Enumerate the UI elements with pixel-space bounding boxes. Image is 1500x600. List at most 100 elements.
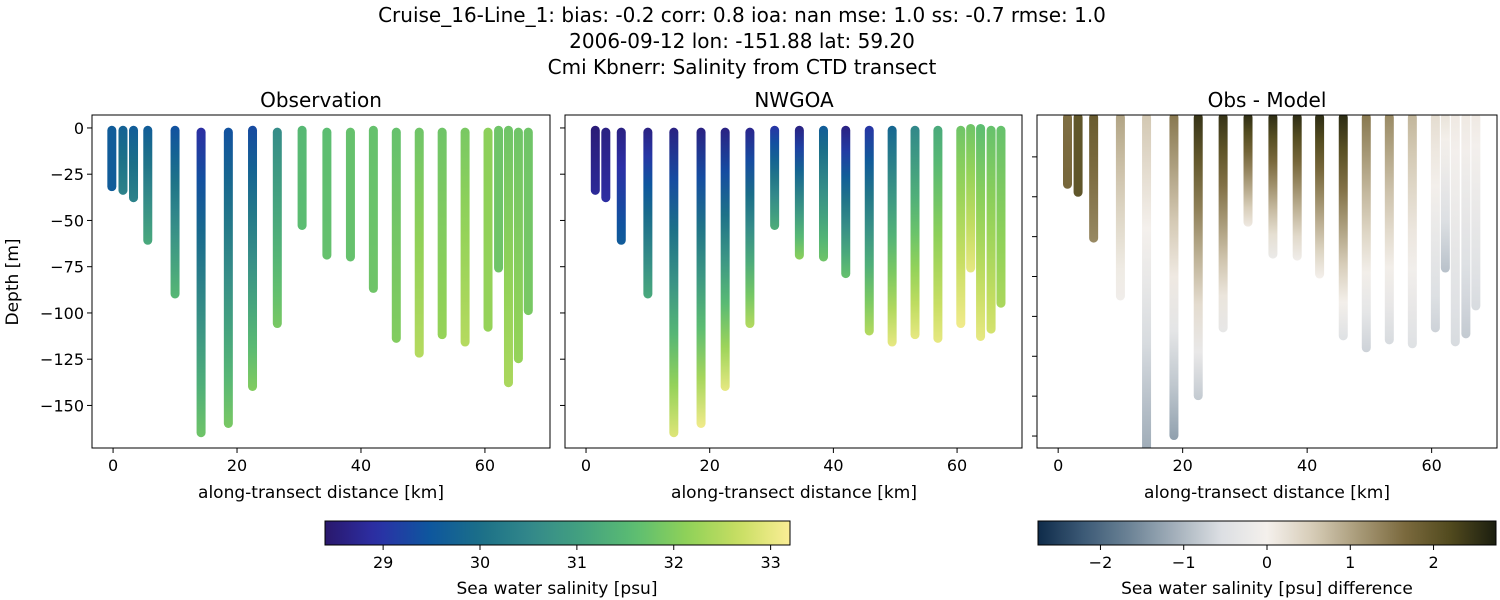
profile-8: [1243, 115, 1253, 227]
x-tick-label: 60: [475, 456, 495, 475]
profile-9: [794, 125, 804, 260]
y-tick-label: −150: [40, 396, 84, 415]
colorbar-label-difference: Sea water salinity [psu] difference: [1121, 579, 1413, 599]
colorbar-tick-label: 32: [664, 553, 684, 572]
colorbar-tick-label: 0: [1262, 553, 1272, 572]
colorbar-tick-label: 1: [1345, 553, 1355, 572]
profile-12: [864, 125, 874, 336]
panel-title-difference: Obs - Model: [1208, 88, 1327, 112]
profile-2: [616, 127, 626, 245]
x-tick-label: 0: [108, 456, 118, 475]
profile-11: [345, 127, 355, 262]
x-tick-label: 40: [823, 456, 843, 475]
x-tick-label: 20: [700, 456, 720, 475]
y-tick-label: −50: [50, 211, 84, 230]
profile-14: [910, 125, 920, 340]
profile-0: [107, 125, 117, 192]
y-tick-label: −125: [40, 350, 84, 369]
axes-frame: [91, 114, 551, 449]
profile-14: [1384, 115, 1394, 345]
x-axis-label-model: along-transect distance [km]: [671, 483, 917, 503]
profile-10: [1292, 115, 1302, 261]
profile-8: [770, 125, 780, 230]
profile-4: [669, 127, 679, 438]
profile-20: [996, 125, 1006, 308]
colorbar-tick-label: −2: [1089, 553, 1113, 572]
profile-18: [976, 123, 986, 341]
x-tick-label: 20: [227, 456, 247, 475]
profile-20: [513, 127, 523, 364]
profile-14: [414, 127, 424, 358]
profile-6: [1193, 115, 1203, 401]
profile-6: [223, 127, 233, 428]
profile-11: [1315, 115, 1325, 279]
profile-10: [818, 125, 828, 262]
profile-0: [590, 125, 600, 195]
x-tick-label: 60: [947, 456, 967, 475]
profile-1: [118, 125, 128, 195]
figure-title-line-3: Cmi Kbnerr: Salinity from CTD transect: [548, 55, 937, 79]
y-tick-label: −25: [50, 165, 84, 184]
profile-19: [986, 125, 996, 334]
profile-3: [1115, 115, 1125, 301]
profile-15: [437, 127, 447, 340]
figure-title-line-1: Cruise_16-Line_1: bias: -0.2 corr: 0.8 i…: [378, 3, 1106, 27]
profile-18: [1450, 115, 1460, 347]
colorbar-label-salinity: Sea water salinity [psu]: [457, 579, 658, 599]
colorbar-tick-label: 33: [760, 553, 780, 572]
profile-6: [720, 127, 730, 391]
panel-2: 0 20 40 60: [1032, 114, 1498, 475]
profile-13: [887, 125, 897, 347]
profile-7: [745, 127, 755, 329]
profile-7: [1218, 115, 1228, 333]
profile-10: [322, 127, 332, 260]
x-tick-label: 20: [1172, 456, 1192, 475]
profile-9: [1268, 115, 1278, 259]
profile-20: [1471, 115, 1481, 311]
colorbar-tick-label: 30: [470, 553, 490, 572]
profile-7: [248, 125, 258, 391]
axes-frame: [564, 114, 1023, 449]
profiles: [1063, 115, 1481, 448]
x-tick-label: 0: [581, 456, 591, 475]
profile-1: [1073, 115, 1083, 197]
profile-16: [956, 125, 966, 329]
panel-title-observation: Observation: [260, 88, 382, 112]
colorbar-1: −2 −1 0 1 2: [1037, 520, 1497, 572]
profile-3: [643, 127, 653, 299]
profile-15: [1407, 115, 1417, 349]
profile-2: [129, 125, 139, 203]
colorbar-tick-label: 31: [567, 553, 587, 572]
profile-9: [297, 125, 307, 230]
profile-13: [1361, 115, 1371, 353]
y-tick-label: −75: [50, 258, 84, 277]
profile-8: [272, 127, 282, 329]
y-axis-label: Depth [m]: [3, 238, 23, 325]
x-tick-label: 60: [1421, 456, 1441, 475]
panel-title-model: NWGOA: [754, 88, 834, 112]
colorbar-0: 29 30 31 32 33: [324, 520, 791, 572]
profile-5: [696, 127, 706, 428]
x-axis-label-difference: along-transect distance [km]: [1144, 483, 1390, 503]
colorbar-gradient: [324, 520, 791, 546]
profile-16: [1430, 115, 1440, 333]
profile-4: [1142, 115, 1152, 448]
profiles: [107, 125, 533, 438]
colorbar-gradient: [1037, 520, 1497, 546]
colorbar-tick-label: 2: [1428, 553, 1438, 572]
panel-1: 0 20 40 60: [560, 114, 1023, 475]
profile-21: [523, 127, 533, 316]
profile-12: [1338, 115, 1348, 341]
x-tick-label: 40: [1297, 456, 1317, 475]
x-axis-label-observation: along-transect distance [km]: [198, 483, 444, 503]
profile-15: [933, 125, 943, 343]
profile-4: [170, 125, 180, 299]
profile-2: [1089, 115, 1099, 243]
profile-11: [841, 125, 851, 279]
x-tick-label: 40: [351, 456, 371, 475]
profile-5: [1169, 115, 1179, 441]
profile-1: [601, 127, 611, 203]
profile-3: [143, 125, 153, 245]
profile-0: [1063, 115, 1072, 189]
profile-5: [196, 127, 206, 438]
